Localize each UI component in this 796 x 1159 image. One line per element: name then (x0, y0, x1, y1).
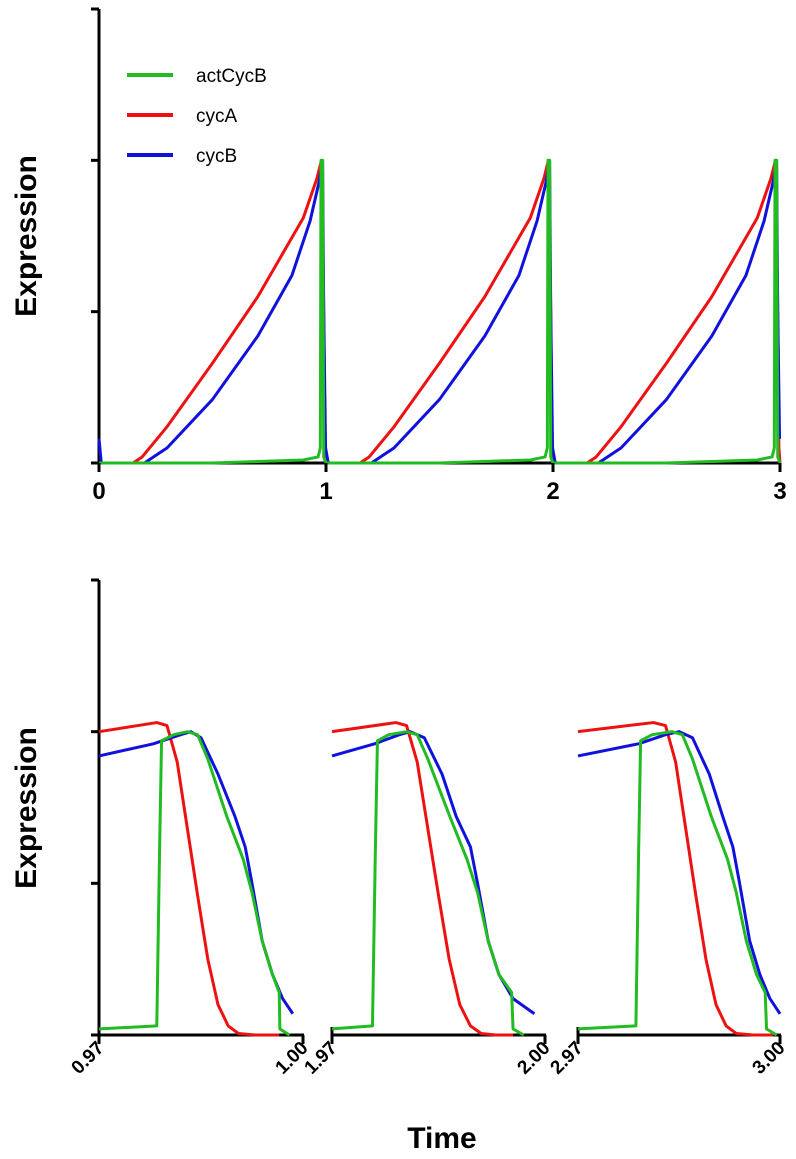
legend-label-cycA: cycA (196, 106, 238, 127)
top-series-group (97, 158, 782, 465)
top-tick-labels: 0 1 2 3 (92, 463, 787, 505)
top-axes (91, 7, 781, 465)
panel-2-x-tick-label: 2.00 (514, 1038, 555, 1079)
top-series-cycA (99, 158, 782, 465)
panel-3-x-tick-label: 2.97 (547, 1038, 588, 1079)
panel-3-series-cycA (577, 721, 774, 1037)
panel-2-series-cycA (331, 721, 514, 1037)
bottom-series-group (98, 721, 782, 1037)
bottom-axes (91, 578, 781, 1037)
panel-1-series-cycA (98, 721, 280, 1037)
bottom-tick-labels: 0.97 1.001.97 2.002.97 3.00 (68, 1035, 790, 1079)
top-series-cycB (97, 158, 782, 465)
panel-1-series-actCycB (98, 730, 291, 1037)
top-series-actCycB (99, 158, 782, 465)
x-axis-title: Time (407, 1122, 476, 1155)
panel-1-series-cycB (98, 730, 295, 1015)
panel-2-series-actCycB (331, 730, 525, 1037)
panel-3-series-cycB (577, 730, 782, 1015)
legend-label-cycB: cycB (196, 146, 237, 167)
top-x-tick-label: 3 (773, 478, 786, 505)
legend-label-actCycB: actCycB (196, 66, 267, 87)
bottom-chart: 0.97 1.001.97 2.002.97 3.00 Expression Time (10, 578, 790, 1155)
panel-3-series-actCycB (577, 730, 778, 1037)
legend: actCycB cycA cycB (127, 66, 267, 167)
panel-2-x-tick-label: 1.97 (301, 1038, 342, 1079)
top-y-axis-title: Expression (10, 155, 43, 317)
top-x-tick-label: 2 (546, 478, 559, 505)
top-chart: 0 1 2 3 Expression actCycB cycA cycB (10, 7, 787, 505)
panel-3-x-tick-label: 3.00 (749, 1038, 790, 1079)
top-x-tick-label: 1 (319, 478, 332, 505)
top-x-tick-label: 0 (92, 478, 105, 505)
panel-1-x-tick-label: 0.97 (68, 1038, 109, 1079)
bottom-y-axis-title: Expression (10, 727, 43, 889)
